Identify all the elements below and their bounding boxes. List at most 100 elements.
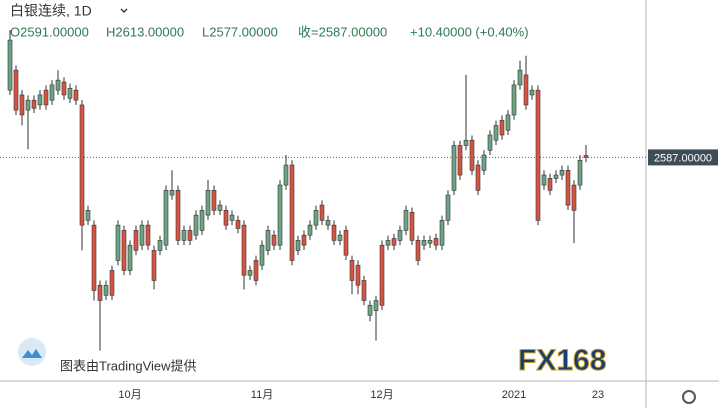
candle-body [373, 300, 379, 311]
candle-body [463, 139, 469, 146]
candle-body [439, 220, 445, 246]
candle-body [379, 244, 385, 306]
candle-body [25, 99, 31, 111]
candle-body [361, 280, 367, 301]
candle-body [391, 238, 397, 246]
legend-item: +10.40000 (+0.40%) [410, 24, 529, 39]
candle-body [19, 94, 25, 116]
candle-body [583, 155, 589, 158]
x-tick-label: 10月 [118, 389, 141, 401]
settings-icon[interactable] [682, 390, 696, 404]
candle-body [493, 125, 499, 141]
x-tick-label: 12月 [370, 389, 393, 401]
candle-body [211, 190, 217, 211]
candle-body [427, 240, 433, 244]
candle-body [37, 94, 43, 106]
candle-body [307, 224, 313, 236]
candle-body [169, 190, 175, 196]
candle-body [85, 210, 91, 221]
candle-body [145, 224, 151, 246]
candle-body [253, 260, 259, 281]
x-tick-label: 11月 [251, 389, 273, 401]
candle-body [97, 284, 103, 301]
candle-body [553, 174, 559, 179]
candle-body [325, 220, 331, 226]
dropdown-icon[interactable] [120, 8, 128, 13]
plot [0, 30, 646, 351]
candle-body [187, 230, 193, 241]
candle-body [343, 230, 349, 256]
gear[interactable] [682, 390, 696, 404]
candle-body [517, 69, 523, 86]
candle-body [229, 214, 235, 221]
candle-body [319, 204, 325, 221]
candle-body [193, 214, 199, 236]
candle-body [355, 264, 361, 286]
legend-item: H2613.00000 [106, 24, 184, 39]
candle-body [199, 210, 205, 231]
candle-body [397, 230, 403, 241]
candle-body [301, 234, 307, 246]
candle-body [385, 240, 391, 246]
candle-body [337, 234, 343, 241]
candle-body [7, 39, 13, 91]
candle-body [547, 178, 553, 191]
candle-body [415, 240, 421, 261]
candle-body [235, 220, 241, 229]
candle-body [433, 238, 439, 246]
candle-body [103, 284, 109, 296]
candle-body [277, 184, 283, 246]
candle-body [79, 104, 85, 226]
tv-logo [18, 338, 46, 366]
candle-body [577, 159, 583, 186]
candle-body [565, 169, 571, 206]
candle-body [571, 184, 577, 211]
candle-body [349, 260, 355, 281]
candle-body [271, 234, 277, 246]
candle-body [31, 99, 37, 109]
candle-body [289, 164, 295, 261]
candle-body [559, 169, 565, 176]
candle-body [181, 230, 187, 241]
legend: O2591.00000 H2613.00000 L2577.00000 收=2587.… [10, 24, 529, 39]
candle-body [115, 224, 121, 261]
candle-body [505, 114, 511, 131]
legend-item: L2577.00000 [202, 24, 278, 39]
candle-body [205, 190, 211, 216]
x-tick-label: 2021 [502, 389, 526, 401]
candle-body [133, 230, 139, 251]
candle-body [421, 240, 427, 246]
candle-body [55, 79, 61, 91]
price-label: 2587.00000 [654, 152, 712, 164]
candle-body [259, 244, 265, 266]
candle-body [295, 240, 301, 251]
candle-body [163, 190, 169, 246]
candle-body [127, 244, 133, 271]
candle-body [469, 139, 475, 171]
candle-body [247, 270, 253, 276]
candle-body [73, 89, 79, 101]
watermark: 图表由TradingView提供 [18, 338, 197, 373]
candle-body [541, 174, 547, 186]
candle-body [91, 224, 97, 291]
candle-body [535, 89, 541, 221]
candle-body [523, 74, 529, 106]
candle-body [313, 210, 319, 226]
candle-body [157, 240, 163, 251]
candle-body [403, 210, 409, 231]
candle-body [151, 250, 157, 281]
candle-body [67, 87, 73, 99]
candle-body [109, 270, 115, 296]
candle-body [529, 89, 535, 96]
fx168-logo: FX168 [518, 344, 606, 377]
candle-body [217, 204, 223, 211]
chart-title: 白银连续, 1D [10, 3, 92, 19]
candle-body [409, 211, 415, 241]
tv-logo-mark [22, 349, 42, 358]
x-tick-label: 23 [592, 389, 604, 401]
candle-body [223, 210, 229, 226]
candle-body [499, 119, 505, 136]
candle-body [49, 84, 55, 101]
